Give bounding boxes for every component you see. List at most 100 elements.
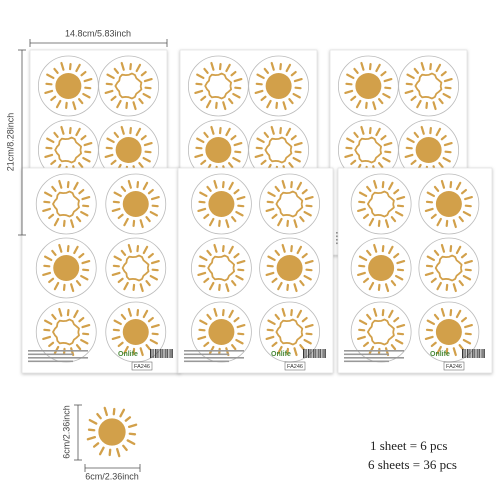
sun-ray xyxy=(106,137,115,144)
height-label: 21cm/8.28inch xyxy=(5,113,15,172)
sun-ray xyxy=(200,159,207,166)
sun xyxy=(194,61,243,111)
barcode-bar xyxy=(477,349,479,358)
sun-ray xyxy=(113,131,119,138)
sun xyxy=(344,61,393,111)
sun-ray xyxy=(225,219,230,229)
sun-ray xyxy=(282,101,287,111)
sun-ray xyxy=(110,159,117,166)
sticker xyxy=(187,55,249,117)
sun-ray xyxy=(117,277,124,284)
sun-ray xyxy=(80,338,89,345)
sticker xyxy=(350,173,412,235)
sun-ray xyxy=(149,210,159,217)
sun-ray xyxy=(303,210,312,217)
sun-ray xyxy=(70,283,75,293)
sun-ray xyxy=(270,125,275,135)
sun-ray xyxy=(404,153,414,159)
sun-ray xyxy=(75,344,82,351)
sun-ray xyxy=(430,341,437,348)
sticker xyxy=(398,55,460,117)
sun xyxy=(254,61,303,111)
sun-ray xyxy=(120,185,127,192)
sun-ray xyxy=(75,127,81,137)
sun-ray xyxy=(271,213,278,220)
sun-ray xyxy=(112,407,116,416)
sun-ray xyxy=(135,127,142,137)
sun-ray xyxy=(206,313,212,320)
sun-ray xyxy=(113,255,122,262)
sun-ray xyxy=(138,162,144,169)
sun-ray xyxy=(458,344,464,351)
sun-ray xyxy=(73,245,79,255)
sun-ray xyxy=(78,162,84,169)
sun-ray xyxy=(60,125,65,135)
sticker xyxy=(35,173,97,235)
sun-ray xyxy=(225,283,230,293)
sun-ray xyxy=(128,432,137,436)
sun-ring xyxy=(204,72,232,100)
sun-ray xyxy=(373,307,378,317)
sun-ray xyxy=(413,67,419,74)
barcode-bar xyxy=(163,349,165,358)
sun-ray xyxy=(266,99,272,109)
sun-ray xyxy=(263,67,269,74)
sun-ring xyxy=(275,190,304,218)
barcode-bar xyxy=(473,349,475,358)
sun-ray xyxy=(78,98,84,105)
sun-ray xyxy=(452,347,457,357)
sun-ray xyxy=(142,309,149,319)
sun-ray xyxy=(194,89,204,95)
sun-ray xyxy=(80,134,87,141)
sun-ray xyxy=(285,63,292,73)
sun-ray xyxy=(433,249,440,256)
sun-ray xyxy=(139,219,144,229)
sun-ray xyxy=(150,195,160,201)
sun-ray xyxy=(58,243,63,253)
sun-ray xyxy=(78,252,85,259)
footer-text-line xyxy=(344,360,389,363)
sun-ray xyxy=(116,99,122,109)
barcode-bar xyxy=(316,349,318,358)
sun-ray xyxy=(225,127,231,137)
sun-ray xyxy=(304,323,314,329)
sun-ray xyxy=(360,61,365,71)
sun-ray xyxy=(140,134,147,141)
sun-ray xyxy=(256,73,265,80)
sun-ray xyxy=(430,213,437,220)
sun-ray xyxy=(274,185,280,192)
sun-ray xyxy=(304,259,314,265)
sun-ray xyxy=(150,259,160,265)
total: 6 sheets = 36 pcs xyxy=(368,457,457,472)
barcode-bar xyxy=(311,349,313,358)
width-measure xyxy=(29,39,168,47)
sun-core xyxy=(122,191,149,217)
footer-code-box xyxy=(284,361,306,371)
sun-ray xyxy=(210,125,215,135)
sun-ray xyxy=(271,277,278,284)
sun-ray xyxy=(143,141,153,147)
sun-ray xyxy=(435,63,442,73)
sun-ray xyxy=(127,243,132,253)
sun-ray xyxy=(394,338,404,345)
sun-ray xyxy=(406,137,415,144)
sun-ring xyxy=(367,190,395,218)
sun-ray xyxy=(143,77,153,83)
sun xyxy=(424,307,473,357)
sun-ray xyxy=(233,316,240,323)
sun xyxy=(404,61,453,111)
sun-ray xyxy=(123,281,129,291)
sun-ray xyxy=(384,219,390,229)
barcode-bar xyxy=(303,349,305,358)
sun-ring xyxy=(54,136,82,164)
sun-ray xyxy=(373,179,378,189)
sun-ray xyxy=(433,313,440,320)
sun-ray xyxy=(123,217,129,227)
sun-ray xyxy=(78,316,85,323)
sun-ray xyxy=(265,335,275,341)
sun-ray xyxy=(120,125,125,135)
sun-ray xyxy=(72,101,77,111)
sun-ray xyxy=(288,162,294,169)
sun-ray xyxy=(440,134,447,141)
sun-ray xyxy=(231,344,237,351)
